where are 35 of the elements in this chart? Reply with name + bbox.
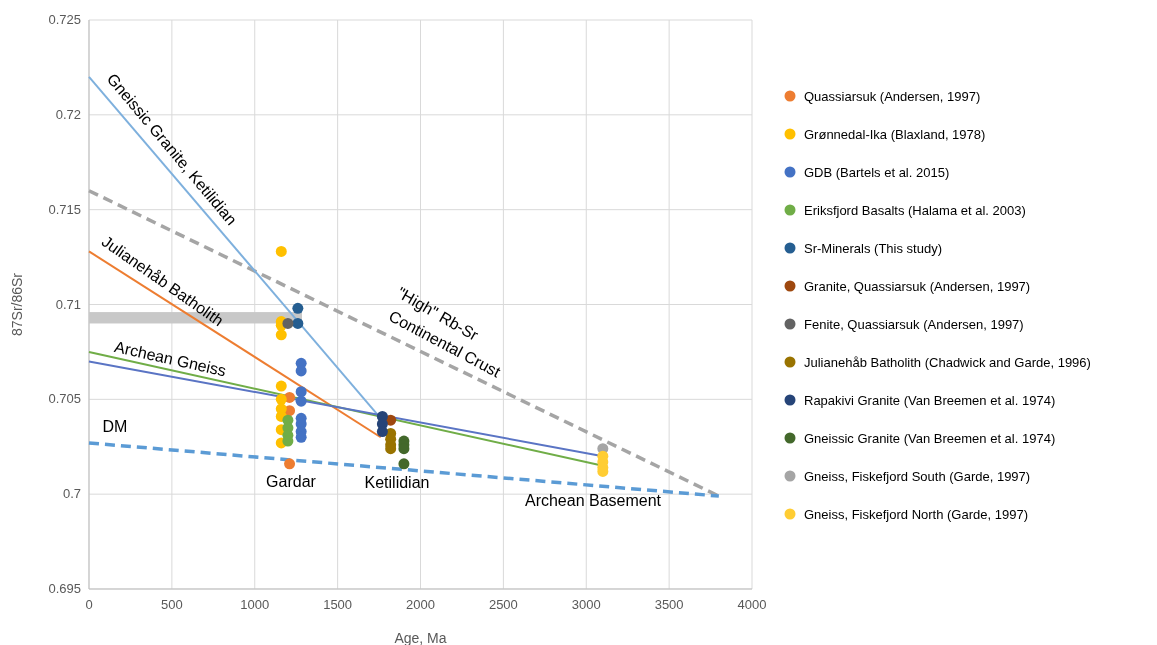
legend-label: Rapakivi Granite (Van Breemen et al. 1974) bbox=[804, 393, 1056, 408]
legend-label: Fenite, Quassiarsuk (Andersen, 1997) bbox=[804, 317, 1024, 332]
legend-label: Quassiarsuk (Andersen, 1997) bbox=[804, 89, 981, 104]
legend-label: Gneiss, Fiskefjord North (Garde, 1997) bbox=[804, 507, 1028, 522]
y-tick-label: 0.71 bbox=[55, 296, 81, 312]
annotation: Gardar bbox=[266, 473, 317, 491]
y-tick-label: 0.725 bbox=[48, 12, 81, 27]
x-tick-label: 3500 bbox=[654, 597, 684, 612]
x-tick-label: 2500 bbox=[488, 597, 518, 612]
y-tick-label: 0.695 bbox=[48, 581, 81, 596]
legend-label: Grønnedal-Ika (Blaxland, 1978) bbox=[804, 127, 986, 142]
legend-label: Gneiss, Fiskefjord South (Garde, 1997) bbox=[804, 469, 1031, 484]
x-tick-label: 3000 bbox=[571, 597, 601, 612]
x-tick-label: 500 bbox=[161, 597, 183, 612]
annotation: Ketilidian bbox=[364, 474, 430, 492]
legend-label: Gneissic Granite (Van Breemen et al. 1974) bbox=[804, 431, 1056, 446]
annotation: Archean Gneiss bbox=[112, 338, 228, 380]
x-axis-title: Age, Ma bbox=[394, 630, 447, 645]
y-axis-title: 87Sr/86Sr bbox=[9, 272, 25, 337]
legend-label: Granite, Quassiarsuk (Andersen, 1997) bbox=[804, 279, 1031, 294]
y-tick-label: 0.705 bbox=[48, 391, 81, 407]
x-tick-label: 1500 bbox=[323, 597, 353, 612]
x-tick-label: 1000 bbox=[240, 597, 270, 612]
legend-label: GDB (Bartels et al. 2015) bbox=[804, 165, 950, 180]
x-tick-label: 2000 bbox=[406, 597, 435, 612]
x-tick-label: 0 bbox=[85, 597, 93, 612]
legend-label: Julianehåb Batholith (Chadwick and Garde, 1996) bbox=[804, 355, 1091, 370]
y-tick-label: 0.72 bbox=[55, 106, 81, 122]
y-tick-label: 0.7 bbox=[62, 486, 81, 502]
legend-label: Sr-Minerals (This study) bbox=[804, 241, 942, 256]
annotation: DM bbox=[102, 418, 128, 436]
legend-label: Eriksfjord Basalts (Halama et al. 2003) bbox=[804, 203, 1026, 218]
y-tick-label: 0.715 bbox=[48, 201, 81, 217]
x-tick-label: 4000 bbox=[737, 597, 767, 612]
annotation: Archean Basement bbox=[524, 492, 662, 510]
